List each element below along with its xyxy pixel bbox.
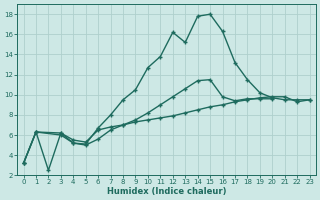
X-axis label: Humidex (Indice chaleur): Humidex (Indice chaleur) xyxy=(107,187,226,196)
